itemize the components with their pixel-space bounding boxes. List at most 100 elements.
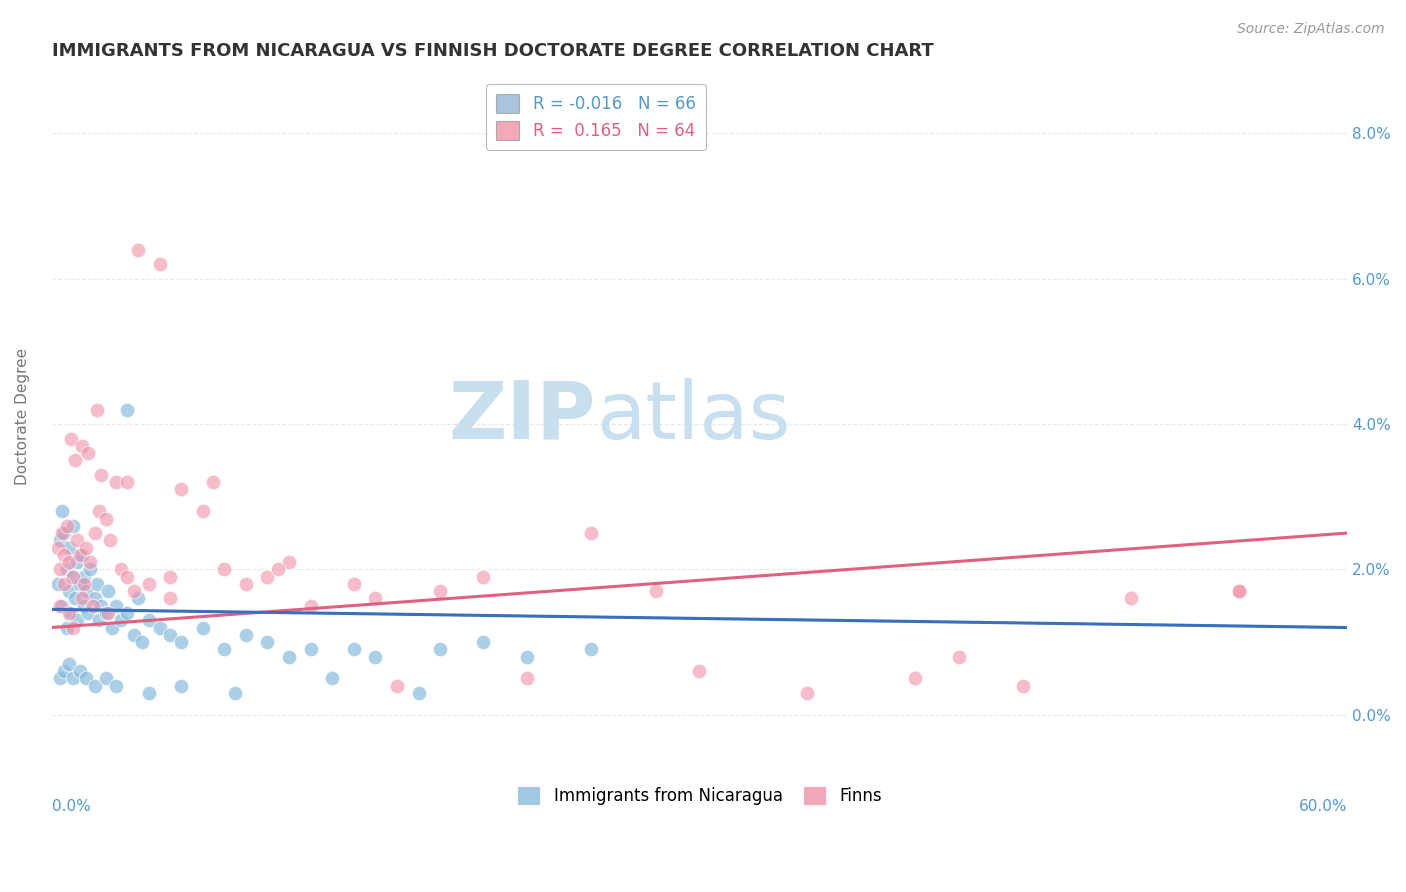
Point (191, 621, 214, 635)
Point (87, 504, 110, 518)
Text: ZIP: ZIP (449, 378, 596, 456)
Point (115, 475, 138, 490)
Point (51, 504, 73, 518)
Point (55, 562, 77, 576)
Text: Source: ZipAtlas.com: Source: ZipAtlas.com (1237, 22, 1385, 37)
Point (59, 432, 82, 446)
Point (581, 526, 603, 541)
Point (55, 621, 77, 635)
Text: 60.0%: 60.0% (1299, 799, 1347, 814)
Point (69, 577, 91, 591)
Y-axis label: Doctorate Degree: Doctorate Degree (15, 348, 30, 485)
Point (86, 577, 108, 591)
Point (429, 584, 451, 599)
Point (94, 606, 117, 620)
Point (82, 599, 104, 613)
Point (408, 686, 430, 700)
Point (1121, 591, 1143, 606)
Point (53, 526, 76, 541)
Point (138, 577, 160, 591)
Point (105, 475, 128, 490)
Point (59, 606, 82, 620)
Point (1227, 584, 1250, 599)
Point (83, 591, 105, 606)
Point (122, 628, 145, 642)
Point (90, 467, 112, 482)
Point (127, 591, 149, 606)
Point (79, 555, 101, 569)
Point (138, 686, 160, 700)
Point (65, 591, 87, 606)
Point (1012, 679, 1035, 693)
Point (267, 562, 290, 576)
Point (472, 569, 495, 583)
Point (105, 679, 128, 693)
Point (516, 649, 538, 664)
Point (53, 664, 76, 678)
Point (70, 548, 93, 562)
Point (364, 649, 387, 664)
Point (65, 453, 87, 467)
Point (256, 635, 278, 649)
Point (77, 606, 100, 620)
Point (51, 526, 73, 541)
Text: atlas: atlas (596, 378, 790, 456)
Point (58, 541, 80, 555)
Point (49, 562, 72, 576)
Point (214, 642, 236, 657)
Point (58, 584, 80, 599)
Point (364, 591, 387, 606)
Point (46, 541, 69, 555)
Point (73, 569, 96, 583)
Point (256, 569, 278, 583)
Point (235, 628, 257, 642)
Point (49, 672, 72, 686)
Point (58, 657, 80, 671)
Point (127, 243, 149, 257)
Point (122, 584, 145, 599)
Point (343, 577, 366, 591)
Point (235, 577, 257, 591)
Point (75, 584, 97, 599)
Point (105, 599, 128, 613)
Text: 0.0%: 0.0% (52, 799, 90, 814)
Point (472, 635, 495, 649)
Point (131, 635, 153, 649)
Point (299, 642, 322, 657)
Point (159, 569, 181, 583)
Point (148, 621, 170, 635)
Point (343, 642, 366, 657)
Point (385, 679, 408, 693)
Point (73, 599, 96, 613)
Point (170, 483, 193, 497)
Point (66, 533, 89, 548)
Point (429, 642, 451, 657)
Point (51, 599, 73, 613)
Point (796, 686, 818, 700)
Point (115, 606, 138, 620)
Legend: Immigrants from Nicaragua, Finns: Immigrants from Nicaragua, Finns (510, 779, 889, 812)
Point (58, 606, 80, 620)
Point (75, 672, 97, 686)
Point (299, 599, 322, 613)
Point (94, 672, 117, 686)
Point (58, 555, 80, 569)
Point (1227, 584, 1250, 599)
Point (69, 548, 91, 562)
Point (645, 584, 668, 599)
Point (101, 621, 124, 635)
Point (70, 591, 93, 606)
Point (62, 621, 84, 635)
Point (66, 555, 89, 569)
Point (97, 606, 120, 620)
Point (90, 599, 112, 613)
Point (904, 672, 927, 686)
Point (79, 562, 101, 576)
Point (49, 533, 72, 548)
Point (148, 257, 170, 271)
Point (159, 591, 181, 606)
Point (55, 518, 77, 533)
Point (62, 672, 84, 686)
Point (62, 518, 84, 533)
Point (62, 569, 84, 583)
